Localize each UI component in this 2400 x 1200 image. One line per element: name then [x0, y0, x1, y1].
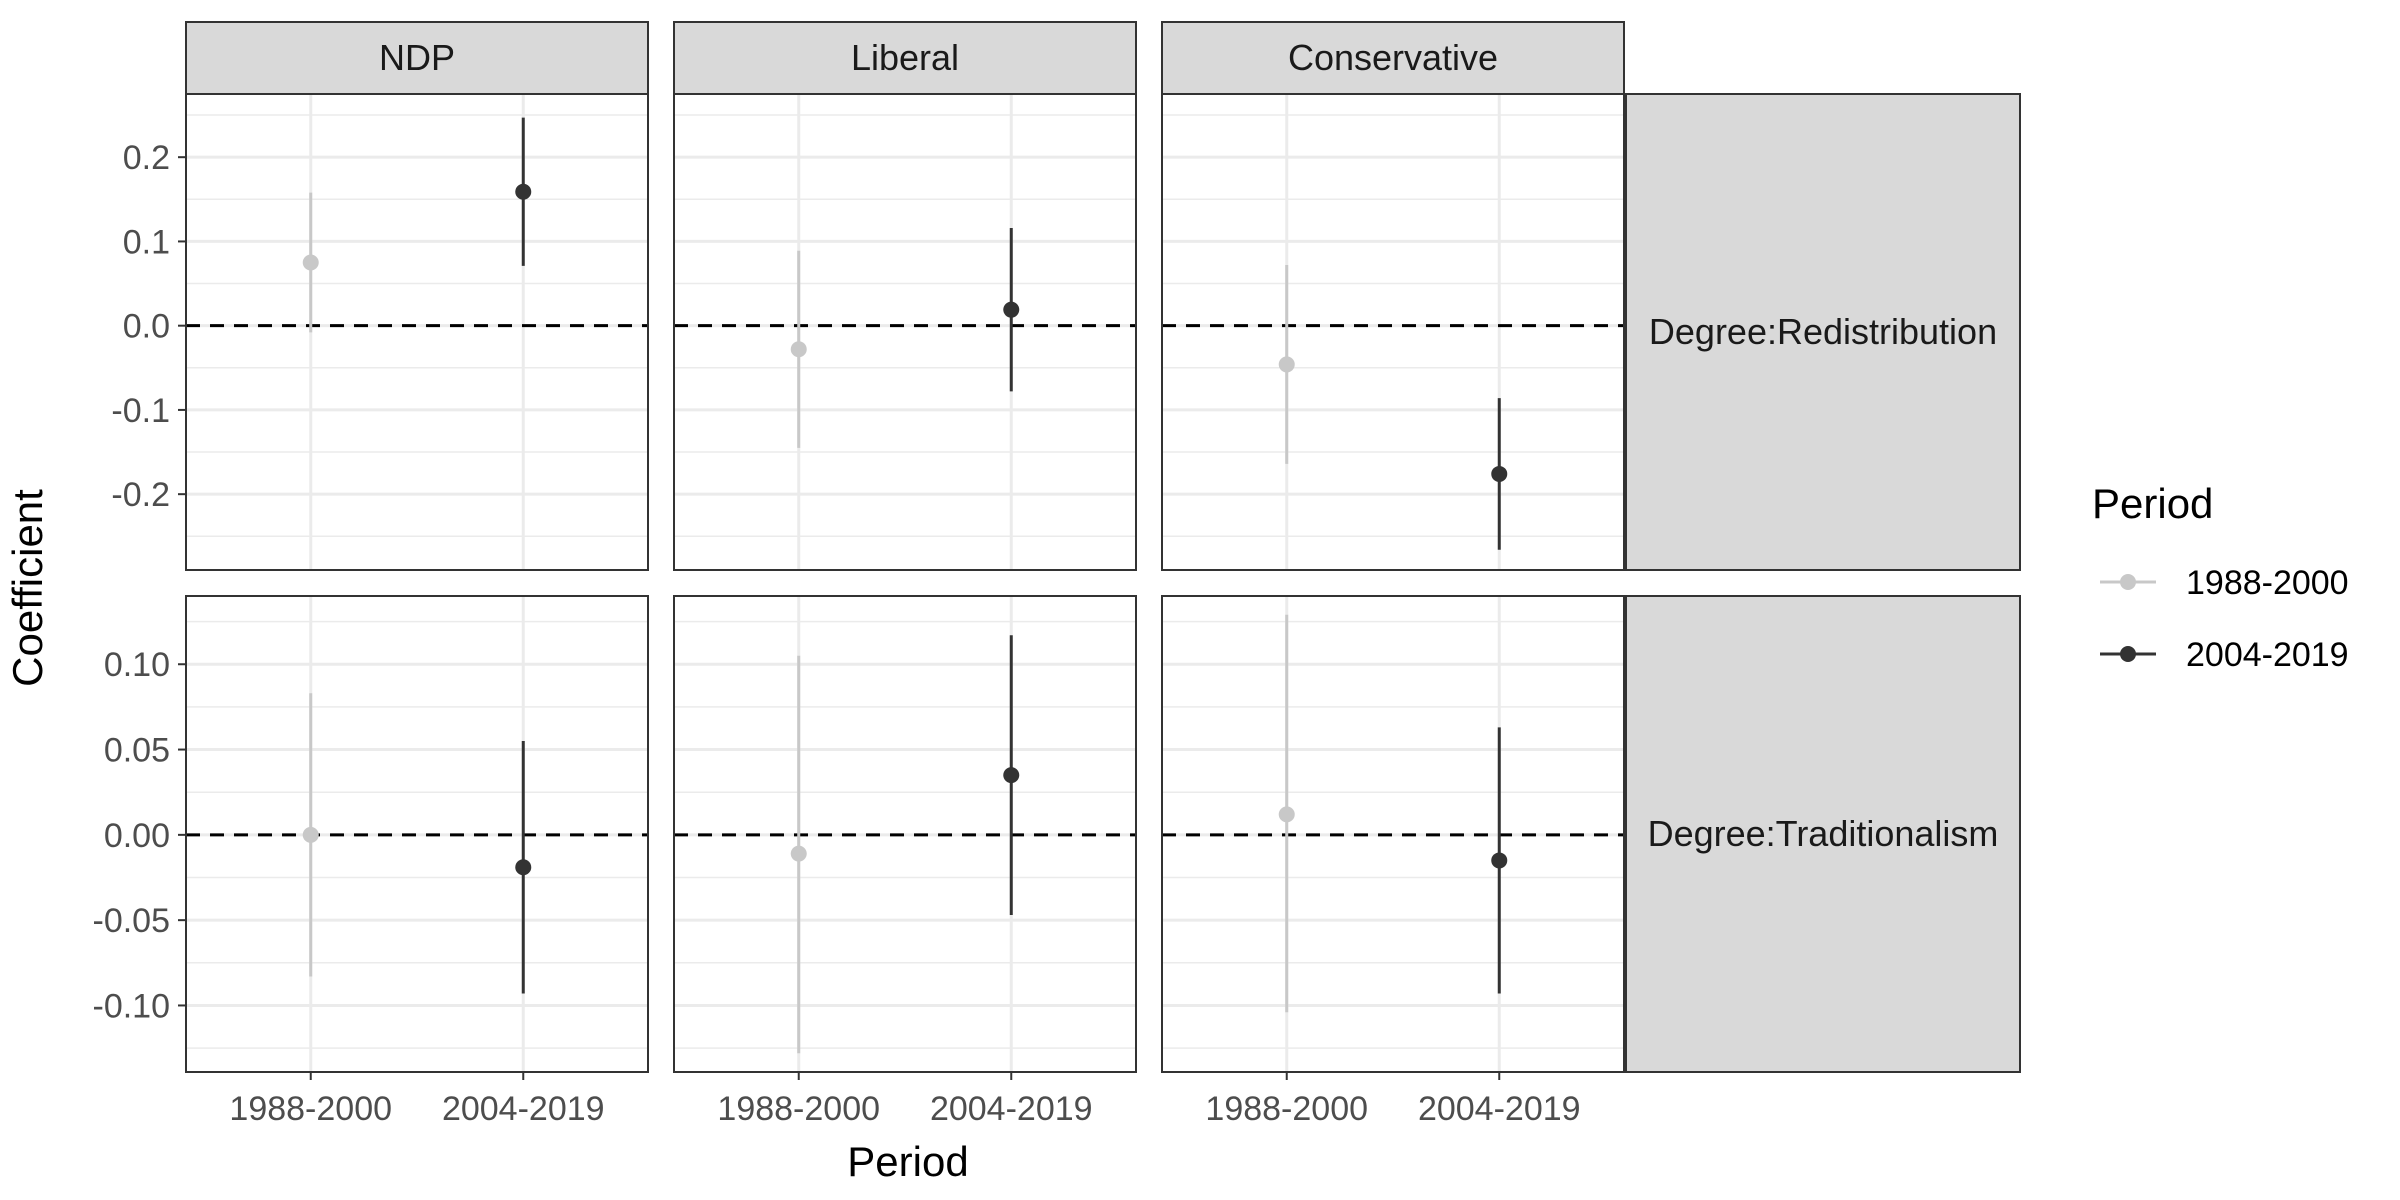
point-estimate-liberal-degree-traditionalism-2004-2019: [1003, 767, 1020, 784]
panel-border-liberal-degree-traditionalism: [673, 595, 1137, 1073]
y-tick-label-row0: 0.0: [123, 308, 170, 346]
legend-label-1988-2000: 1988-2000: [2186, 564, 2349, 602]
x-tick-label-liberal: 1988-2000: [717, 1090, 880, 1128]
panel-border-conservative-degree-traditionalism: [1161, 595, 1625, 1073]
panels-layer: NDP Liberal Conservative Degree:Redistribut…: [93, 21, 2021, 1128]
point-estimate-liberal-degree-redistribution-1988-2000: [790, 341, 807, 358]
x-tick-label-liberal: 2004-2019: [930, 1090, 1093, 1128]
strip-degree-redistribution: [1625, 93, 2021, 571]
strip-label-ndp: NDP: [379, 37, 455, 78]
y-tick-label-row0: 0.2: [123, 139, 170, 177]
strip-ndp: [185, 21, 649, 95]
panel-background-ndp-degree-redistribution: [186, 94, 648, 570]
point-estimate-liberal-degree-traditionalism-1988-2000: [790, 845, 807, 862]
legend-item-1988-2000: 1988-2000: [2100, 564, 2349, 602]
point-estimate-ndp-degree-traditionalism-1988-2000: [302, 826, 319, 843]
strip-conservative: [1161, 21, 1625, 95]
strip-liberal: [673, 21, 1137, 95]
point-estimate-conservative-degree-traditionalism-2004-2019: [1491, 852, 1508, 869]
x-axis-title: Period: [847, 1138, 968, 1185]
x-tick-label-ndp: 2004-2019: [442, 1090, 605, 1128]
y-tick-label-row1: -0.05: [93, 902, 171, 940]
legend-key-point-1988-2000: [2120, 574, 2136, 590]
panel-background-liberal-degree-redistribution: [674, 94, 1136, 570]
panel-border-ndp-degree-traditionalism: [185, 595, 649, 1073]
point-estimate-conservative-degree-redistribution-2004-2019: [1491, 465, 1508, 482]
legend: Period 1988-2000 2004-2019: [2092, 480, 2349, 674]
point-estimate-ndp-degree-redistribution-1988-2000: [302, 254, 319, 271]
legend-item-2004-2019: 2004-2019: [2100, 636, 2349, 674]
panel-border-ndp-degree-redistribution: [185, 93, 649, 571]
point-estimate-liberal-degree-redistribution-2004-2019: [1003, 301, 1020, 318]
panel-background-conservative-degree-redistribution: [1162, 94, 1624, 570]
y-tick-label-row0: 0.1: [123, 223, 170, 261]
point-estimate-ndp-degree-traditionalism-2004-2019: [515, 859, 532, 876]
legend-label-2004-2019: 2004-2019: [2186, 636, 2349, 674]
y-axis-title: Coefficient: [4, 489, 51, 687]
point-estimate-conservative-degree-traditionalism-1988-2000: [1278, 806, 1295, 823]
strip-label-degree-traditionalism: Degree:Traditionalism: [1648, 813, 1999, 854]
panel-border-conservative-degree-redistribution: [1161, 93, 1625, 571]
point-estimate-ndp-degree-redistribution-2004-2019: [515, 183, 532, 200]
panel-border-liberal-degree-redistribution: [673, 93, 1137, 571]
point-estimate-conservative-degree-redistribution-1988-2000: [1278, 356, 1295, 373]
legend-title: Period: [2092, 480, 2213, 527]
x-tick-label-conservative: 1988-2000: [1205, 1090, 1368, 1128]
x-tick-label-ndp: 1988-2000: [229, 1090, 392, 1128]
y-tick-label-row1: -0.10: [93, 987, 171, 1025]
strip-label-conservative: Conservative: [1288, 37, 1498, 78]
legend-key-point-2004-2019: [2120, 646, 2136, 662]
x-tick-label-conservative: 2004-2019: [1418, 1090, 1581, 1128]
y-tick-label-row0: -0.1: [111, 392, 170, 430]
strip-label-liberal: Liberal: [851, 37, 959, 78]
y-tick-label-row1: 0.05: [104, 732, 170, 770]
y-tick-label-row1: 0.10: [104, 646, 170, 684]
y-tick-label-row0: -0.2: [111, 476, 170, 514]
strip-label-degree-redistribution: Degree:Redistribution: [1649, 311, 1997, 352]
y-tick-label-row1: 0.00: [104, 817, 170, 855]
strip-degree-traditionalism: [1625, 595, 2021, 1073]
